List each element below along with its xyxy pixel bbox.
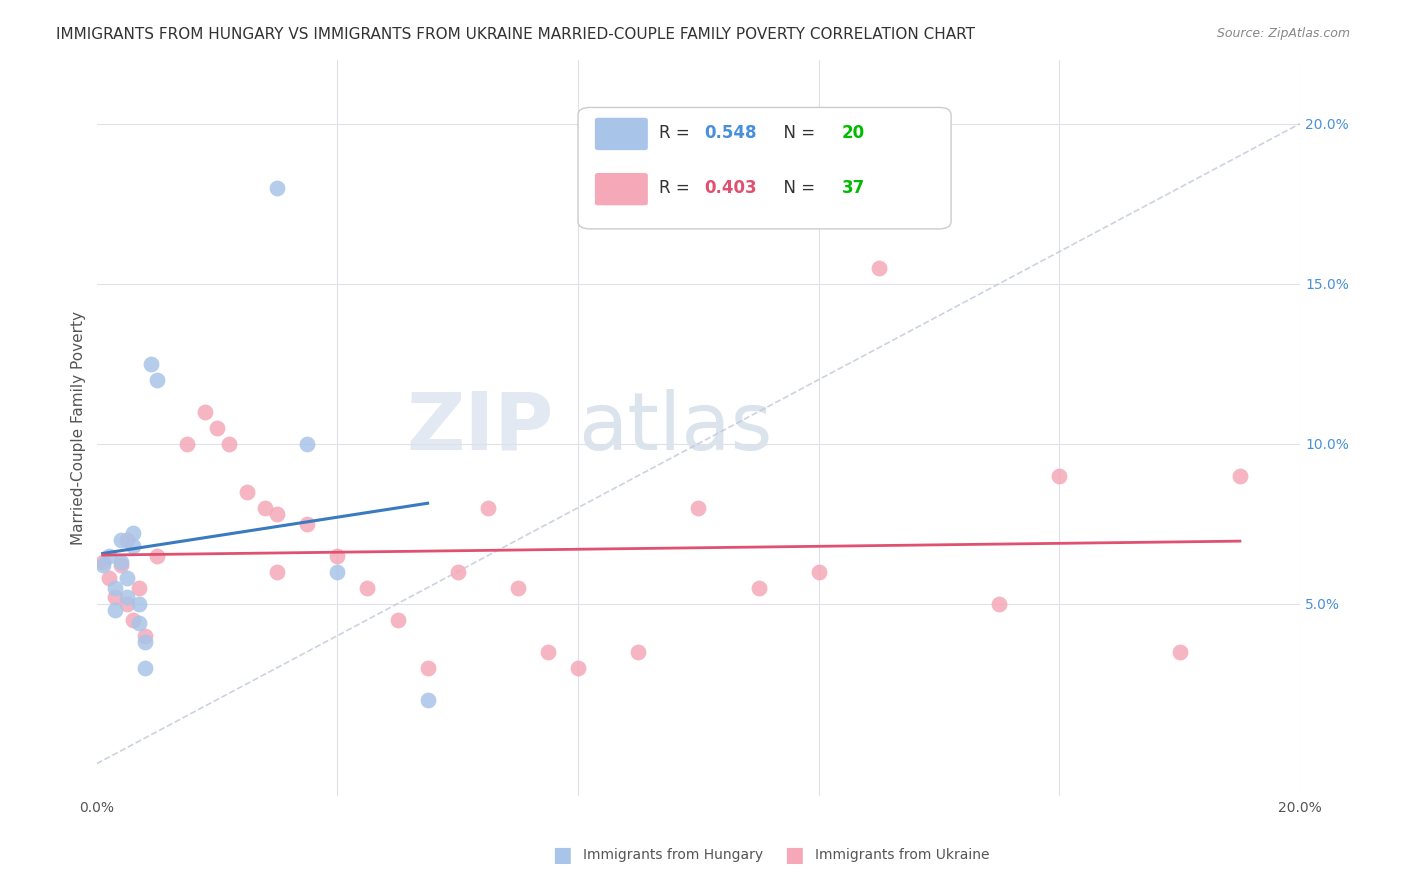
Text: 20: 20 — [842, 124, 865, 142]
Point — [236, 484, 259, 499]
Point — [506, 581, 529, 595]
Text: R =: R = — [658, 179, 695, 197]
Text: ■: ■ — [553, 845, 572, 864]
Point — [104, 581, 127, 595]
Point — [97, 571, 120, 585]
Point — [297, 516, 319, 531]
Point — [121, 526, 143, 541]
Point — [627, 645, 650, 659]
Point — [326, 549, 349, 563]
Point — [110, 533, 132, 547]
Point — [134, 661, 156, 675]
Point — [91, 555, 114, 569]
FancyBboxPatch shape — [578, 107, 950, 229]
Point — [104, 603, 127, 617]
Point — [128, 615, 150, 630]
Text: N =: N = — [773, 179, 820, 197]
Point — [447, 565, 470, 579]
Text: 0.403: 0.403 — [704, 179, 756, 197]
Text: Immigrants from Hungary: Immigrants from Hungary — [583, 847, 763, 862]
Point — [176, 436, 198, 450]
Point — [128, 597, 150, 611]
FancyBboxPatch shape — [595, 173, 648, 205]
Point — [537, 645, 560, 659]
Text: ZIP: ZIP — [406, 389, 554, 467]
Point — [139, 357, 162, 371]
Point — [115, 533, 138, 547]
Point — [416, 661, 439, 675]
Point — [266, 507, 288, 521]
Point — [297, 436, 319, 450]
Point — [218, 436, 240, 450]
Point — [91, 558, 114, 573]
Point — [688, 500, 710, 515]
Point — [988, 597, 1011, 611]
Point — [121, 539, 143, 553]
Point — [128, 581, 150, 595]
Point — [194, 404, 217, 418]
Point — [567, 661, 589, 675]
Point — [416, 692, 439, 706]
Point — [1229, 468, 1251, 483]
Point — [1168, 645, 1191, 659]
Point — [266, 180, 288, 194]
Text: ■: ■ — [785, 845, 804, 864]
Text: IMMIGRANTS FROM HUNGARY VS IMMIGRANTS FROM UKRAINE MARRIED-COUPLE FAMILY POVERTY: IMMIGRANTS FROM HUNGARY VS IMMIGRANTS FR… — [56, 27, 976, 42]
Text: N =: N = — [773, 124, 820, 142]
Point — [115, 571, 138, 585]
Point — [110, 555, 132, 569]
Point — [205, 420, 228, 434]
Point — [121, 613, 143, 627]
Point — [134, 629, 156, 643]
Point — [115, 591, 138, 605]
Point — [97, 549, 120, 563]
Point — [266, 565, 288, 579]
Point — [254, 500, 277, 515]
Text: Source: ZipAtlas.com: Source: ZipAtlas.com — [1216, 27, 1350, 40]
Point — [477, 500, 499, 515]
Point — [748, 581, 770, 595]
Point — [356, 581, 378, 595]
Point — [134, 635, 156, 649]
Text: Immigrants from Ukraine: Immigrants from Ukraine — [815, 847, 990, 862]
Point — [807, 565, 830, 579]
FancyBboxPatch shape — [595, 118, 648, 150]
Point — [146, 549, 169, 563]
Point — [146, 373, 169, 387]
Text: R =: R = — [658, 124, 695, 142]
Point — [868, 260, 890, 275]
Y-axis label: Married-Couple Family Poverty: Married-Couple Family Poverty — [72, 310, 86, 545]
Point — [387, 613, 409, 627]
Text: atlas: atlas — [578, 389, 772, 467]
Point — [110, 558, 132, 573]
Point — [1047, 468, 1070, 483]
Point — [326, 565, 349, 579]
Point — [115, 597, 138, 611]
Text: 0.548: 0.548 — [704, 124, 756, 142]
Text: 37: 37 — [842, 179, 865, 197]
Point — [104, 591, 127, 605]
